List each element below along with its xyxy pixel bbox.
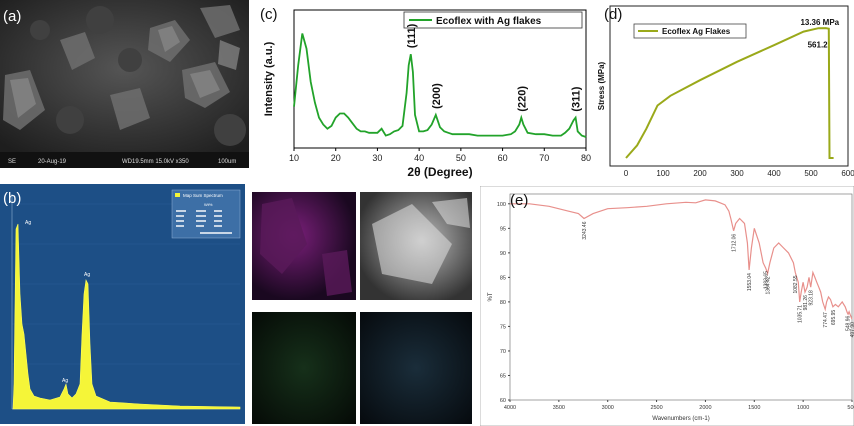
- ftir-x-tick-label: 2000: [699, 405, 711, 411]
- stress-frame: [609, 5, 849, 167]
- xrd-peak-annotation: (111): [406, 23, 418, 48]
- stress-series-line: [625, 27, 834, 159]
- ftir-y-tick-label: 80: [500, 300, 506, 306]
- eds-peak-label-2: Ag: [84, 272, 90, 278]
- eds-spectrum-panel: Ag Ag Ag Map Sum Spectrum Wt% (b): [0, 184, 245, 424]
- xrd-legend-box: [403, 11, 583, 29]
- xrd-x-tick-label: 60: [498, 153, 508, 163]
- xrd-x-tick-label: 80: [581, 153, 591, 163]
- ftir-chart-panel: 60 65 70 75 80 85 90 95 100 4000 3500 3000 2500 2000 1…: [480, 186, 854, 426]
- xrd-y-axis-label: Intensity (a.u.): [263, 41, 275, 116]
- ftir-y-tick-label: 95: [500, 226, 506, 232]
- ftir-y-tick-label: 100: [497, 202, 506, 208]
- stress-max-annotation: 13.36 MPa: [800, 18, 839, 27]
- elemental-map-panel: [252, 184, 474, 424]
- stress-chart: 0 100 200 300 400 500 600 Stress (MPa) Ecoflex A…: [597, 5, 854, 178]
- elemental-maps: [252, 192, 472, 424]
- stress-x-tick-label: 200: [693, 169, 707, 178]
- ftir-peak-label: 1364.42: [766, 276, 772, 294]
- map-tile-3: [252, 312, 356, 424]
- xrd-x-tick-label: 30: [372, 153, 382, 163]
- ftir-peak-label: 1082.55: [793, 275, 799, 293]
- xrd-peak-annotation: (311): [571, 86, 583, 111]
- xrd-frame: [293, 9, 587, 149]
- xrd-chart-panel: 10 20 30 40 50 60 70 80 2θ (Degree) Intensity (a.…: [256, 0, 596, 180]
- ftir-peak-label: 1712.06: [732, 234, 738, 252]
- eds-table-header: Wt%: [204, 202, 213, 207]
- ftir-x-tick-label: 500: [847, 405, 854, 411]
- ftir-panel-border: [480, 186, 854, 426]
- stress-x-tick-label: 300: [730, 169, 744, 178]
- sem-image: SE 20-Aug-19 WD19.5mm 15.0kV x350 100um: [0, 0, 249, 168]
- sem-image-panel: SE 20-Aug-19 WD19.5mm 15.0kV x350 100um …: [0, 0, 249, 168]
- stress-chart-panel: 0 100 200 300 400 500 600 Stress (MPa) Ecoflex A…: [596, 0, 854, 180]
- sem-footer-mode: SE: [8, 159, 16, 165]
- ftir-x-tick-label: 3500: [553, 405, 565, 411]
- ftir-y-tick-label: 60: [500, 398, 506, 404]
- sem-footer-date: 20-Aug-19: [38, 159, 67, 165]
- ftir-peak-label: 695.95: [831, 310, 837, 326]
- xrd-x-tick-label: 50: [456, 153, 466, 163]
- stress-strain-annotation: 561.2: [808, 40, 829, 49]
- xrd-x-tick-label: 10: [289, 153, 299, 163]
- ftir-peak-label: 774.47: [823, 312, 829, 328]
- ftir-y-tick-label: 70: [500, 349, 506, 355]
- stress-legend-label: Ecoflex Ag Flakes: [662, 27, 731, 36]
- panel-label-d: (d): [604, 6, 623, 23]
- stress-x-tick-label: 500: [804, 169, 818, 178]
- ftir-peak-label: 923.18: [809, 290, 815, 306]
- ftir-x-tick-label: 2500: [650, 405, 662, 411]
- ftir-y-tick-label: 65: [500, 373, 506, 379]
- eds-spectrum: Ag Ag Ag Map Sum Spectrum Wt%: [0, 184, 245, 424]
- xrd-series-line: [293, 33, 587, 138]
- panel-label-b: (b): [3, 190, 22, 207]
- ftir-y-tick-label: 75: [500, 324, 506, 330]
- ftir-x-tick-label: 4000: [504, 405, 516, 411]
- eds-peak-label-3: Ag: [62, 378, 68, 384]
- sem-footer-params: WD19.5mm 15.0kV x350: [122, 159, 189, 165]
- xrd-x-tick-label: 20: [331, 153, 341, 163]
- xrd-legend-label: Ecoflex with Ag flakes: [436, 16, 542, 27]
- ftir-y-tick-label: 85: [500, 275, 506, 281]
- ftir-peak-label: 548.96: [845, 315, 851, 331]
- stress-x-tick-label: 0: [624, 169, 629, 178]
- sem-footer-scale: 100um: [218, 159, 236, 165]
- eds-legend: Map Sum Spectrum: [183, 193, 223, 198]
- ftir-series-line: [510, 199, 853, 320]
- panel-label-c: (c): [260, 6, 278, 23]
- xrd-x-tick-label: 70: [539, 153, 549, 163]
- ftir-peak-label: 981.26: [803, 295, 809, 311]
- xrd-peak-annotation: (220): [516, 86, 528, 112]
- xrd-chart: 10 20 30 40 50 60 70 80 2θ (Degree) Intensity (a.…: [263, 9, 591, 179]
- eds-peak-label-1: Ag: [25, 220, 31, 226]
- ftir-x-tick-label: 1500: [748, 405, 760, 411]
- ftir-peak-label: 1383.65: [764, 271, 770, 289]
- ftir-y-tick-label: 90: [500, 251, 506, 257]
- ftir-peak-label: 1035.71: [798, 305, 804, 323]
- ftir-y-axis-label: %T: [488, 292, 494, 301]
- ftir-x-tick-label: 1000: [797, 405, 809, 411]
- stress-x-tick-label: 100: [656, 169, 670, 178]
- xrd-x-tick-label: 40: [414, 153, 424, 163]
- ftir-peak-label: 1553.04: [747, 273, 753, 291]
- stress-x-tick-label: 400: [767, 169, 781, 178]
- ftir-x-tick-label: 3000: [602, 405, 614, 411]
- stress-x-tick-label: 600: [841, 169, 854, 178]
- ftir-chart: 60 65 70 75 80 85 90 95 100 4000 3500 3000 2500 2000 1…: [480, 186, 854, 426]
- map-tile-4: [360, 312, 472, 424]
- ftir-x-axis-label: Wavenumbers (cm-1): [652, 416, 709, 422]
- panel-label-e: (e): [510, 192, 529, 209]
- ftir-peak-label: 3243.46: [582, 221, 588, 239]
- xrd-x-axis-label: 2θ (Degree): [407, 165, 472, 179]
- ftir-peak-label: 497.90: [850, 322, 854, 338]
- stress-legend-box: [633, 23, 747, 39]
- panel-label-a: (a): [3, 8, 22, 25]
- ftir-frame: [509, 193, 853, 401]
- xrd-peak-annotation: (200): [431, 83, 443, 109]
- stress-y-axis-label: Stress (MPa): [597, 61, 606, 110]
